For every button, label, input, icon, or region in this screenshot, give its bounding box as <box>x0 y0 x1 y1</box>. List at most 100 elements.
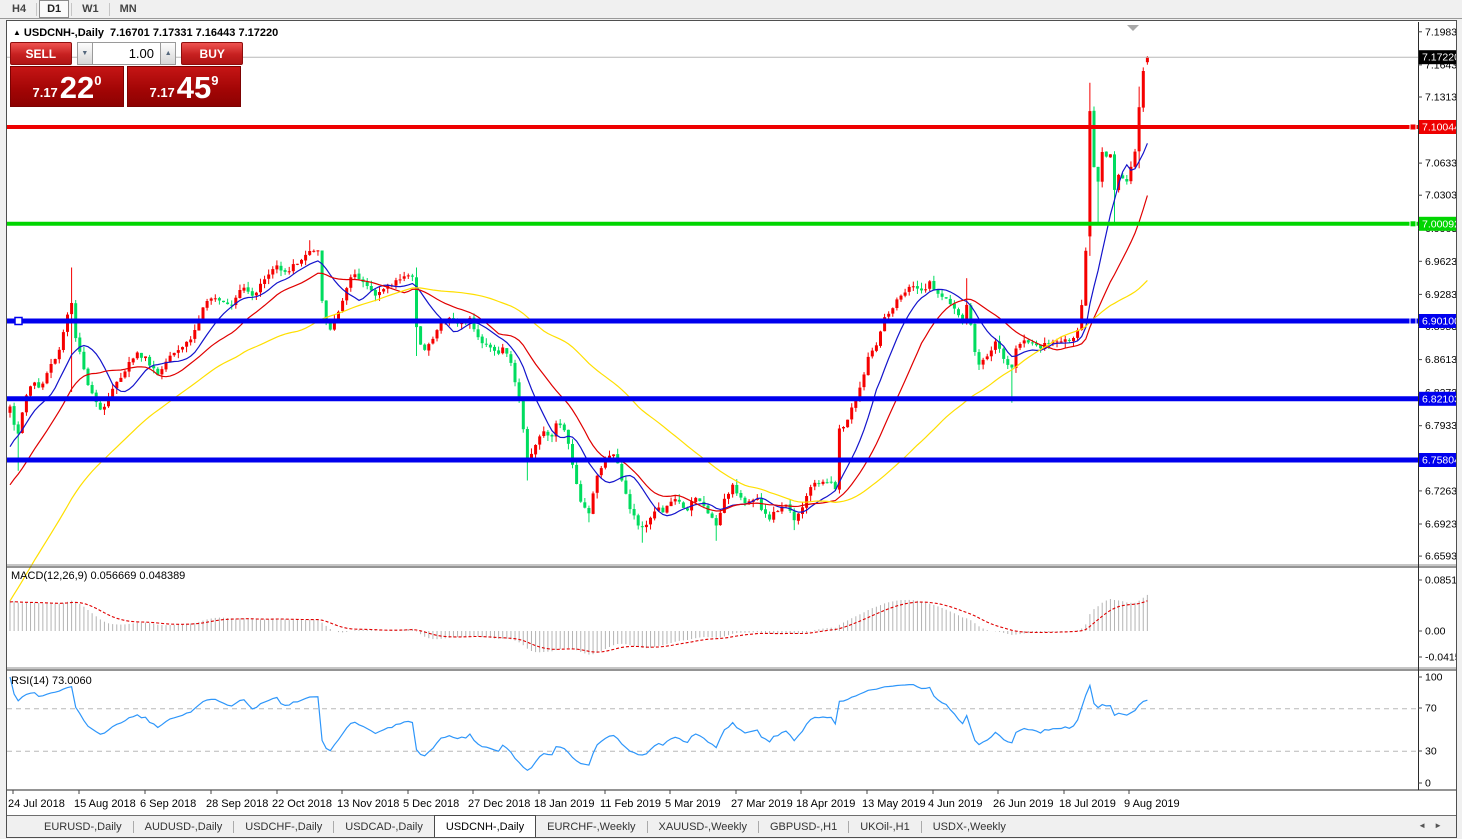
indicator-axis-tick: 0.00 <box>1425 626 1446 638</box>
date-label: 11 Feb 2019 <box>600 798 661 810</box>
date-label: 18 Jan 2019 <box>534 798 595 810</box>
tab-separator <box>757 820 759 833</box>
date-label: 9 Aug 2019 <box>1124 798 1180 810</box>
indicator-axis-tick: 70 <box>1425 703 1437 715</box>
sell-quote[interactable]: 7.17 22 0 <box>10 66 124 107</box>
timeframe-button-d1[interactable]: D1 <box>39 0 70 18</box>
date-label: 18 Apr 2019 <box>796 798 856 810</box>
date-axis[interactable]: 24 Jul 2018 15 Aug 2018 6 Sep 2018 28 Sep 2… <box>7 795 1456 816</box>
volume-input[interactable] <box>93 42 160 65</box>
tab-scroll-left-icon[interactable]: ◄ <box>1418 821 1435 830</box>
macd-indicator-label: MACD(12,26,9) 0.056669 0.048389 <box>11 570 185 582</box>
chart-tab-gbpusd-h1[interactable]: GBPUSD-,H1 <box>769 820 838 833</box>
chart-tab-bar: EURUSD-,Daily AUDUSD-,Daily USDCHF-,Daily U… <box>7 815 1456 837</box>
price-axis-tick: 7.19830 <box>1425 26 1456 38</box>
symbol-period-label: USDCNH-,Daily <box>23 27 104 39</box>
toolbar-separator <box>36 2 38 16</box>
tab-scroll-right-icon[interactable]: ► <box>1434 821 1450 830</box>
chart-window: 7.198307.164307.131307.097307.063307.030… <box>6 20 1457 838</box>
ohlc-values: 7.16701 7.17331 7.16443 7.17220 <box>110 27 279 39</box>
indicator-axis-tick: 30 <box>1425 746 1437 758</box>
price-axis-tick: 6.96230 <box>1425 256 1456 268</box>
price-badge: 7.10044 <box>1422 122 1456 134</box>
date-label: 6 Sep 2018 <box>140 798 197 810</box>
timeframe-toolbar: H4 D1 W1 MN <box>0 0 1462 19</box>
price-axis-tick: 7.06330 <box>1425 158 1456 170</box>
timeframe-button-h4[interactable]: H4 <box>12 3 27 15</box>
volume-increase-button[interactable]: ▲ <box>160 42 177 65</box>
indicator-axis-tick: 0.085164 <box>1425 575 1456 587</box>
tab-separator <box>920 820 922 833</box>
price-axis-tick: 6.79330 <box>1425 420 1456 432</box>
chart-tab-xauusd-weekly[interactable]: XAUUSD-,Weekly <box>658 820 747 833</box>
tab-separator <box>646 820 648 833</box>
sell-price-prefix: 7.17 <box>32 85 58 100</box>
chart-tab-ukoil-h1[interactable]: UKOil-,H1 <box>860 820 910 833</box>
buy-price-sup: 9 <box>211 73 219 88</box>
date-label: 24 Jul 2018 <box>8 798 65 810</box>
date-label: 4 Jun 2019 <box>928 798 983 810</box>
chart-tab-eurchf-weekly[interactable]: EURCHF-,Weekly <box>547 820 636 833</box>
timeframe-button-w1[interactable]: W1 <box>82 3 99 15</box>
tab-separator <box>848 820 850 833</box>
chart-tab-usdcnh-daily[interactable]: USDCNH-,Daily <box>433 815 537 837</box>
buy-price-prefix: 7.17 <box>149 85 175 100</box>
tab-scroll-arrows: ◄► <box>1418 821 1450 830</box>
sell-button[interactable]: SELL <box>10 42 72 65</box>
rsi-value: 73.0060 <box>51 675 92 687</box>
price-badge: 7.17220 <box>1422 52 1456 64</box>
chevron-down-icon: ▼ <box>81 50 89 57</box>
tab-separator <box>233 820 235 833</box>
tab-separator <box>132 820 134 833</box>
price-axis-tick: 7.13130 <box>1425 92 1456 104</box>
tab-separator <box>333 820 335 833</box>
chart-tab-audusd-daily[interactable]: AUDUSD-,Daily <box>144 820 223 833</box>
date-label: 5 Dec 2018 <box>403 798 460 810</box>
volume-decrease-button[interactable]: ▼ <box>76 42 93 65</box>
price-axis-tick: 6.86130 <box>1425 354 1456 366</box>
collapse-icon[interactable]: ▲ <box>13 28 21 37</box>
chart-tab-usdcad-daily[interactable]: USDCAD-,Daily <box>345 820 423 833</box>
price-axis-tick: 6.92830 <box>1425 289 1456 301</box>
price-badge: 6.90100 <box>1422 316 1456 328</box>
date-label: 27 Dec 2018 <box>468 798 531 810</box>
date-label: 5 Mar 2019 <box>665 798 721 810</box>
timeframe-button-mn[interactable]: MN <box>119 3 137 15</box>
date-label: 26 Jun 2019 <box>993 798 1054 810</box>
date-label: 22 Oct 2018 <box>272 798 332 810</box>
date-label: 28 Sep 2018 <box>206 798 269 810</box>
buy-price-big: 45 <box>176 70 212 105</box>
price-badge: 7.00092 <box>1422 218 1456 230</box>
indicator-axis-tick: 100 <box>1425 672 1443 684</box>
price-axis-tick: 6.69230 <box>1425 519 1456 531</box>
date-label: 13 May 2019 <box>862 798 926 810</box>
buy-button[interactable]: BUY <box>181 42 243 65</box>
sell-price-big: 22 <box>59 70 95 105</box>
indicator-axis-tick: -0.041597 <box>1425 652 1456 664</box>
date-label: 27 Mar 2019 <box>731 798 793 810</box>
symbol-header: ▲ USDCNH-,Daily 7.16701 7.17331 7.16443 7.… <box>13 27 278 39</box>
date-label: 18 Jul 2019 <box>1059 798 1116 810</box>
chart-tab-usdchf-daily[interactable]: USDCHF-,Daily <box>245 820 323 833</box>
chevron-up-icon: ▲ <box>164 50 172 57</box>
toolbar-separator <box>71 2 73 16</box>
rsi-indicator-label: RSI(14) 73.0060 <box>11 675 92 687</box>
rsi-title: RSI(14) <box>11 675 49 687</box>
date-label: 15 Aug 2018 <box>74 798 136 810</box>
toolbar-separator <box>108 2 110 16</box>
price-badge: 6.82103 <box>1422 393 1456 405</box>
macd-values: 0.056669 0.048389 <box>90 570 186 582</box>
sell-price-sup: 0 <box>94 73 102 88</box>
chart-tab-eurusd-daily[interactable]: EURUSD-,Daily <box>44 820 122 833</box>
price-axis-tick: 6.72630 <box>1425 485 1456 497</box>
macd-title: MACD(12,26,9) <box>11 570 88 582</box>
buy-quote[interactable]: 7.17 45 9 <box>127 66 241 107</box>
date-label: 13 Nov 2018 <box>337 798 400 810</box>
price-chart[interactable]: 7.198307.164307.131307.097307.063307.030… <box>7 22 1456 794</box>
price-badge: 6.75804 <box>1422 455 1456 467</box>
chart-tab-usdx-weekly[interactable]: USDX-,Weekly <box>932 820 1006 833</box>
price-axis-tick: 7.03030 <box>1425 190 1456 202</box>
